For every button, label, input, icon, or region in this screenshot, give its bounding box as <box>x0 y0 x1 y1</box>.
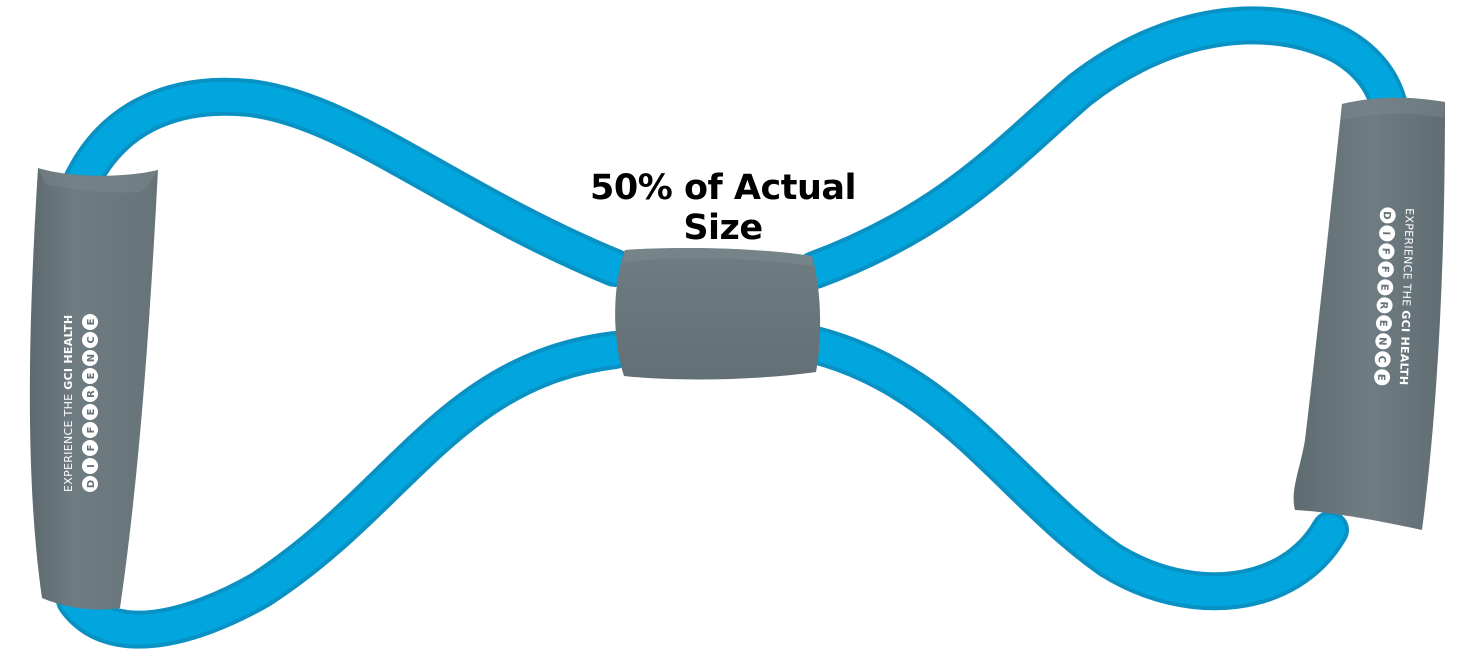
left-imprint-prefix: EXPERIENCE THE <box>62 390 75 492</box>
left-imprint-letter: E <box>86 318 97 325</box>
left-handle: EXPERIENCE THE GCI HEALTH D I F F E R E … <box>29 168 158 610</box>
right-handle-imprint: EXPERIENCE THE GCI HEALTH D I F F E R E … <box>1374 207 1416 386</box>
right-imprint-letter: C <box>1376 355 1387 363</box>
left-imprint-letter: C <box>86 336 97 343</box>
left-imprint-brand: GCI HEALTH <box>62 315 75 390</box>
left-imprint-letter: R <box>86 390 97 398</box>
right-imprint-letter: R <box>1377 301 1388 309</box>
left-loop-tube <box>56 77 634 649</box>
svg-text:EXPERIENCE THE GCI HEALTH: EXPERIENCE THE GCI HEALTH <box>1397 208 1416 386</box>
left-imprint-letter: E <box>86 372 97 379</box>
left-imprint-letter: N <box>86 354 97 362</box>
right-imprint-letter: D <box>1381 211 1392 220</box>
left-imprint-letter: F <box>86 445 97 452</box>
left-imprint-letter: E <box>86 408 97 415</box>
right-imprint-letter: E <box>1375 374 1386 381</box>
right-imprint-brand: GCI HEALTH <box>1397 310 1413 386</box>
left-imprint-difference-badges <box>82 314 98 492</box>
right-imprint-prefix: EXPERIENCE THE <box>1399 208 1416 311</box>
svg-text:EXPERIENCE THE GCI HEALTH: EXPERIENCE THE GCI HEALTH <box>62 315 75 492</box>
center-connector <box>615 248 821 380</box>
scale-caption: 50% of Actual Size <box>589 168 857 248</box>
right-imprint-letter: E <box>1378 284 1389 291</box>
right-imprint-letter: E <box>1377 320 1388 327</box>
right-imprint-letter: N <box>1376 337 1387 346</box>
right-loop-tube <box>796 6 1409 611</box>
right-imprint-letter: F <box>1379 248 1390 255</box>
right-imprint-difference-badges <box>1374 207 1396 386</box>
left-imprint-letter: D <box>86 480 97 488</box>
right-imprint-letter: F <box>1379 266 1390 273</box>
left-imprint-letter: F <box>86 427 97 434</box>
right-handle: EXPERIENCE THE GCI HEALTH D I F F E R E … <box>1293 97 1445 531</box>
right-imprint-letter: I <box>1380 231 1391 235</box>
left-handle-imprint: EXPERIENCE THE GCI HEALTH D I F F E R E … <box>62 314 98 492</box>
left-imprint-letter: I <box>86 464 97 468</box>
